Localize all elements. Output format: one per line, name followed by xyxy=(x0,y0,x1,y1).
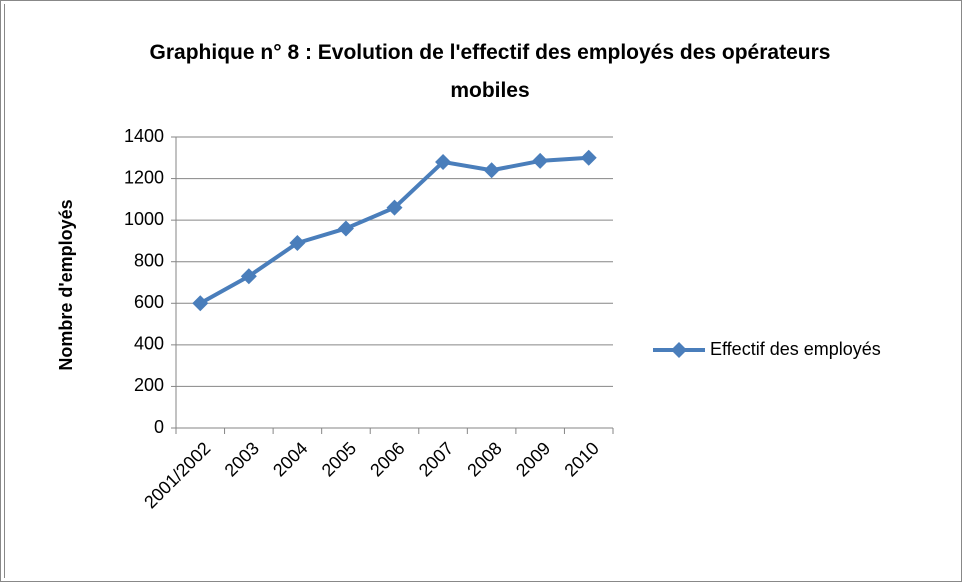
chart-title: Graphique n° 8 : Evolution de l'effectif… xyxy=(149,41,831,102)
x-tick-label: 2007 xyxy=(415,438,457,480)
y-tick-label: 200 xyxy=(134,375,164,395)
legend-marker xyxy=(671,342,687,358)
y-tick-label: 600 xyxy=(134,292,164,312)
y-tick-label: 1400 xyxy=(124,126,164,146)
marker xyxy=(192,295,209,312)
x-tick-label: 2005 xyxy=(318,438,360,480)
marker xyxy=(240,268,257,285)
y-tick-label: 800 xyxy=(134,250,164,270)
y-tick-label: 1000 xyxy=(124,209,164,229)
marker xyxy=(483,162,500,179)
marker xyxy=(435,153,452,170)
series-line xyxy=(199,155,589,306)
marker xyxy=(337,220,354,237)
marker xyxy=(289,235,306,252)
x-tick-label: 2003 xyxy=(221,438,263,480)
x-tick-label: 2006 xyxy=(366,438,408,480)
y-tick-label: 1200 xyxy=(124,167,164,187)
y-axis-label: Nombre d'employés xyxy=(56,199,76,370)
marker xyxy=(386,199,403,216)
x-tick-label: 2004 xyxy=(269,438,311,480)
legend-label: Effectif des employés xyxy=(710,339,881,359)
x-tick-label: 2001/2002 xyxy=(140,438,214,512)
y-tick-label: 400 xyxy=(134,334,164,354)
marker xyxy=(580,149,597,166)
y-tick-label: 0 xyxy=(154,417,164,437)
x-tick-label: 2008 xyxy=(463,438,505,480)
marker xyxy=(532,152,549,169)
x-tick-label: 2009 xyxy=(512,438,554,480)
x-tick-label: 2010 xyxy=(560,438,602,480)
